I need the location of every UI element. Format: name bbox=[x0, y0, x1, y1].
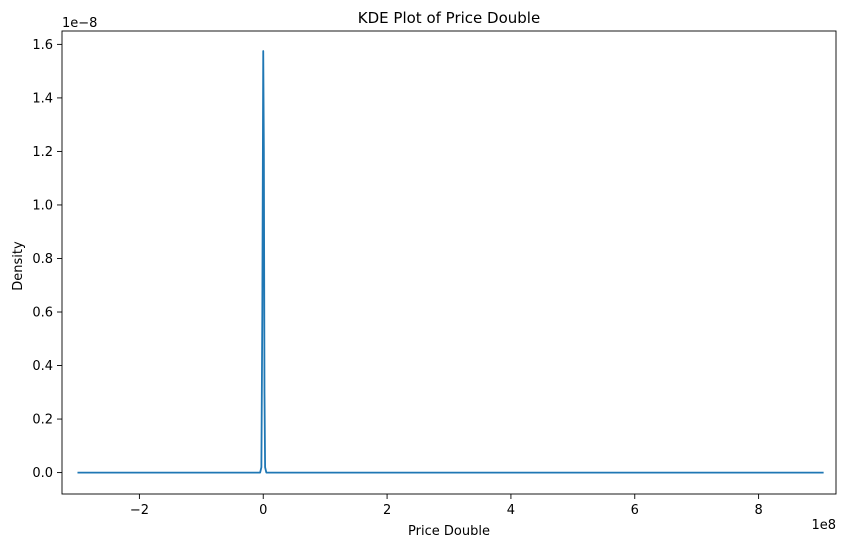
x-tick-label: 4 bbox=[507, 503, 515, 518]
x-tick-label: 8 bbox=[754, 503, 762, 518]
y-tick-label: 0.8 bbox=[32, 252, 53, 267]
series-line-0 bbox=[77, 50, 824, 474]
y-tick-label: 1.6 bbox=[32, 38, 53, 53]
y-tick-label: 0.2 bbox=[32, 413, 53, 428]
x-offset-label: 1e8 bbox=[811, 518, 836, 533]
y-tick-label: 1.2 bbox=[32, 145, 53, 160]
y-tick-label: 1.0 bbox=[32, 198, 53, 213]
y-offset-label: 1e−8 bbox=[62, 16, 97, 31]
y-tick-label: 0.0 bbox=[32, 466, 53, 481]
y-tick-label: 1.4 bbox=[32, 91, 53, 106]
x-tick-label: 0 bbox=[259, 503, 267, 518]
y-axis-label: Density bbox=[11, 241, 26, 291]
plot-area: −2 0 2 4 6 8 0.0 0.2 0.4 0.6 0.8 1.0 1.2 1.4 1.6 bbox=[32, 30, 837, 518]
x-tick-label: 6 bbox=[631, 503, 639, 518]
y-tick-label: 0.6 bbox=[32, 306, 53, 321]
chart-title: KDE Plot of Price Double bbox=[358, 9, 540, 27]
plot-frame bbox=[61, 30, 837, 495]
x-tick-label: 2 bbox=[383, 503, 391, 518]
x-axis-label: Price Double bbox=[408, 524, 490, 539]
y-tick-label: 0.4 bbox=[32, 359, 53, 374]
x-tick-label: −2 bbox=[130, 503, 149, 518]
